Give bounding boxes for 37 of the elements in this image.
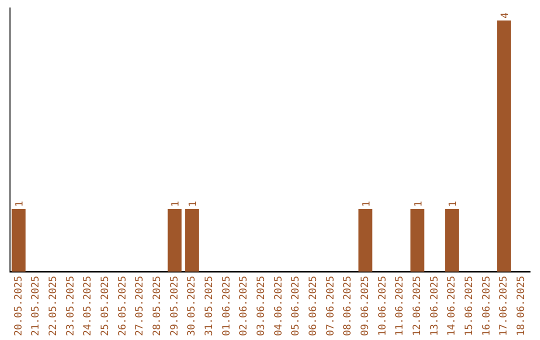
x-tick-label: 06.06.2025 — [308, 276, 319, 336]
x-tick-label: 18.06.2025 — [516, 276, 527, 336]
x-tick-label: 09.06.2025 — [360, 276, 371, 336]
x-tick-label: 23.05.2025 — [65, 276, 76, 336]
x-tick-label: 28.05.2025 — [152, 276, 163, 336]
x-tick-label: 14.06.2025 — [446, 276, 458, 336]
x-tick-label: 07.06.2025 — [325, 276, 336, 336]
x-tick-label: 25.05.2025 — [100, 276, 111, 336]
x-tick-label: 08.06.2025 — [342, 276, 354, 336]
x-tick-label: 26.05.2025 — [117, 276, 128, 336]
data-label: 4 — [500, 12, 511, 19]
data-label: 1 — [170, 200, 182, 207]
x-tick-label: 13.06.2025 — [429, 276, 440, 336]
x-tick-label: 10.06.2025 — [377, 276, 388, 336]
x-tick-label: 16.06.2025 — [481, 276, 492, 336]
data-label: 1 — [188, 200, 199, 207]
x-tick-label: 17.06.2025 — [498, 276, 510, 336]
x-tick-label: 22.05.2025 — [48, 276, 59, 336]
x-tick-label: 29.05.2025 — [169, 276, 180, 336]
x-tick-label: 31.05.2025 — [204, 276, 215, 336]
x-tick-label: 30.05.2025 — [186, 276, 198, 336]
x-tick-label: 01.06.2025 — [221, 276, 232, 336]
x-tick-label: 02.06.2025 — [238, 276, 250, 336]
data-label: 1 — [361, 200, 372, 207]
x-tick-label: 03.06.2025 — [256, 276, 267, 336]
x-tick-label: 24.05.2025 — [82, 276, 94, 336]
x-tick-label: 27.05.2025 — [134, 276, 146, 336]
x-tick-label: 12.06.2025 — [412, 276, 423, 336]
data-label: 1 — [413, 200, 424, 207]
x-tick-label: 20.05.2025 — [13, 276, 24, 336]
x-tick-label: 15.06.2025 — [464, 276, 475, 336]
x-tick-label: 21.05.2025 — [30, 276, 42, 336]
x-tick-label: 05.06.2025 — [290, 276, 302, 336]
x-tick-label: 04.06.2025 — [273, 276, 284, 336]
x-tick-label: 11.06.2025 — [394, 276, 406, 336]
data-label: 1 — [14, 200, 26, 207]
data-label: 1 — [448, 200, 459, 207]
